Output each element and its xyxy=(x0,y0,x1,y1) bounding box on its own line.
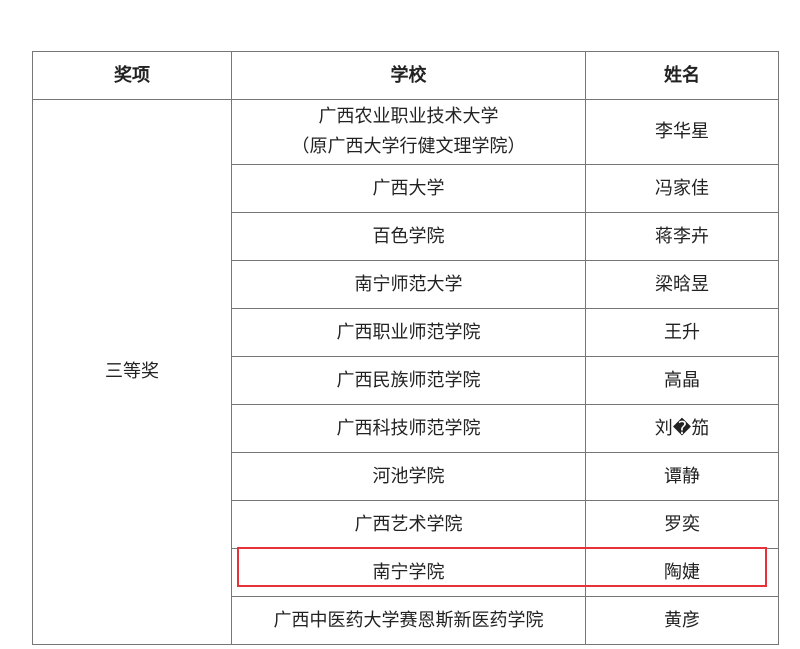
school-note: （原广西大学行健文理学院） xyxy=(291,136,526,157)
table-row: 河池学院 谭静 xyxy=(33,452,779,501)
name-cell: 刘�笳 xyxy=(585,404,779,453)
name-cell: 梁晗昱 xyxy=(585,260,779,309)
school-cell: 南宁学院 xyxy=(231,548,586,597)
header-school: 学校 xyxy=(231,51,586,100)
table-row: 广西职业师范学院 王升 xyxy=(33,308,779,357)
name-cell: 罗奕 xyxy=(585,500,779,549)
award-table: 奖项 学校 姓名 三等奖 广西农业职业技术大学 （原广西大学行健文理学院） 李华星… xyxy=(32,51,779,645)
table-row: 广西大学 冯家佳 xyxy=(33,164,779,213)
table-row: 广西中医药大学赛恩斯新医药学院 黄彦 xyxy=(33,596,779,645)
name-cell: 李华星 xyxy=(585,99,779,165)
header-name: 姓名 xyxy=(585,51,779,100)
name-cell: 陶婕 xyxy=(585,548,779,597)
school-cell: 广西职业师范学院 xyxy=(231,308,586,357)
school-cell: 广西民族师范学院 xyxy=(231,356,586,405)
table-row: 南宁师范大学 梁晗昱 xyxy=(33,260,779,309)
header-award: 奖项 xyxy=(32,51,232,100)
school-cell: 广西大学 xyxy=(231,164,586,213)
table-row: 三等奖 广西农业职业技术大学 （原广西大学行健文理学院） 李华星 xyxy=(32,99,779,645)
school-name: 广西农业职业技术大学 xyxy=(318,106,499,127)
name-cell: 高晶 xyxy=(585,356,779,405)
name-cell: 王升 xyxy=(585,308,779,357)
table-row: 广西民族师范学院 高晶 xyxy=(33,356,779,405)
table-row: 百色学院 蒋李卉 xyxy=(33,212,779,261)
school-cell: 广西艺术学院 xyxy=(231,500,586,549)
name-cell: 冯家佳 xyxy=(585,164,779,213)
school-cell: 河池学院 xyxy=(231,452,586,501)
school-cell: 广西科技师范学院 xyxy=(231,404,586,453)
table-row: 广西艺术学院 罗奕 xyxy=(33,500,779,549)
name-cell: 蒋李卉 xyxy=(585,212,779,261)
award-cell: 三等奖 xyxy=(32,99,232,645)
school-cell: 百色学院 xyxy=(231,212,586,261)
school-cell: 广西中医药大学赛恩斯新医药学院 xyxy=(231,596,586,645)
name-cell: 谭静 xyxy=(585,452,779,501)
school-cell: 南宁师范大学 xyxy=(231,260,586,309)
table-row-highlighted: 南宁学院 陶婕 xyxy=(33,548,779,597)
header-row: 奖项 学校 姓名 xyxy=(32,51,779,100)
school-cell: 广西农业职业技术大学 （原广西大学行健文理学院） xyxy=(231,99,586,165)
name-cell: 黄彦 xyxy=(585,596,779,645)
table-row: 广西科技师范学院 刘�笳 xyxy=(33,404,779,453)
